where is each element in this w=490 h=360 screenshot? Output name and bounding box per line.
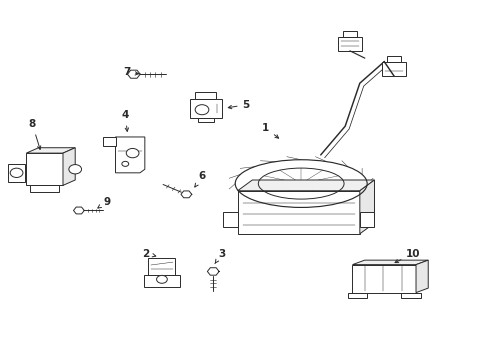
Text: 6: 6 (195, 171, 206, 187)
Text: 4: 4 (122, 111, 129, 131)
Polygon shape (116, 137, 145, 173)
Text: 9: 9 (98, 197, 110, 208)
Polygon shape (238, 180, 374, 191)
Polygon shape (30, 185, 59, 192)
Polygon shape (63, 148, 75, 185)
Circle shape (122, 161, 129, 166)
Circle shape (195, 105, 209, 115)
Text: 7: 7 (123, 67, 139, 77)
Polygon shape (8, 164, 25, 182)
Text: 10: 10 (395, 248, 421, 262)
Polygon shape (198, 118, 214, 122)
Polygon shape (144, 275, 180, 287)
Polygon shape (338, 37, 362, 51)
Polygon shape (360, 212, 374, 226)
Text: 2: 2 (143, 248, 156, 258)
Text: 8: 8 (29, 120, 41, 149)
Polygon shape (343, 31, 357, 37)
Polygon shape (207, 268, 219, 275)
Polygon shape (347, 293, 367, 298)
Polygon shape (181, 191, 192, 198)
Polygon shape (26, 153, 63, 185)
Circle shape (126, 148, 139, 158)
Polygon shape (238, 191, 360, 234)
Text: 5: 5 (228, 100, 250, 110)
Text: 1: 1 (262, 123, 279, 138)
Polygon shape (190, 99, 222, 118)
Polygon shape (416, 260, 428, 293)
Circle shape (69, 165, 81, 174)
Polygon shape (382, 62, 406, 76)
Polygon shape (196, 93, 217, 99)
Circle shape (10, 168, 23, 177)
Polygon shape (148, 258, 175, 275)
Polygon shape (401, 293, 421, 298)
Polygon shape (223, 212, 238, 226)
Polygon shape (352, 265, 416, 293)
Polygon shape (387, 56, 401, 62)
Polygon shape (74, 207, 84, 214)
Polygon shape (360, 180, 374, 234)
Circle shape (157, 275, 167, 283)
Polygon shape (26, 148, 75, 153)
Polygon shape (127, 70, 140, 78)
Text: 3: 3 (215, 248, 225, 264)
Polygon shape (103, 137, 116, 146)
Polygon shape (352, 260, 428, 265)
